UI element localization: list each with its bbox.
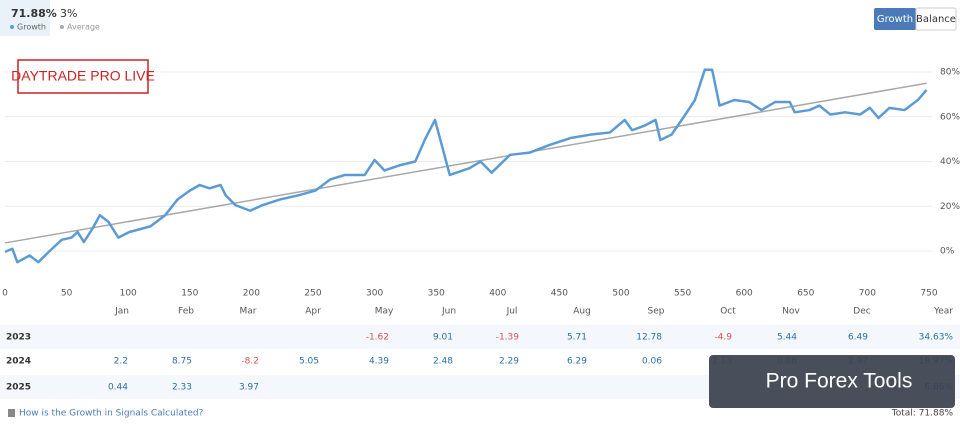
y-tick-label: 40% <box>940 157 960 167</box>
x-tick-label: 300 <box>366 289 383 299</box>
cell: 2.33 <box>172 383 192 393</box>
column-header: Aug <box>573 307 591 317</box>
x-tick-label: 550 <box>674 289 691 299</box>
cell: 0.44 <box>108 383 128 393</box>
help-link[interactable]: How is the Growth in Signals Calculated? <box>19 409 204 419</box>
watermark <box>709 355 955 408</box>
cell: 2.29 <box>499 357 519 367</box>
y-tick-label: 0% <box>940 247 955 257</box>
icon <box>8 409 15 417</box>
cell: -1.62 <box>366 333 389 343</box>
cell: 0.06 <box>642 357 662 367</box>
cell: 34.63% <box>919 333 954 343</box>
growth-value: 71.88% <box>11 7 57 20</box>
cell: 5.44 <box>777 333 797 343</box>
line <box>4 82 927 244</box>
row-year: 2025 <box>6 383 31 393</box>
growth-label: Growth <box>17 23 46 32</box>
badge <box>17 59 149 94</box>
row-bg <box>0 325 960 349</box>
column-header: Jul <box>506 307 518 317</box>
x-tick-label: 0 <box>2 289 8 299</box>
cell: 6.29 <box>567 357 587 367</box>
column-header: Mar <box>240 307 257 317</box>
x-tick-label: 600 <box>736 289 753 299</box>
cell: 2.2 <box>114 357 128 367</box>
column-header: Dec <box>853 307 870 317</box>
x-tick-label: 150 <box>181 289 198 299</box>
cell: 2.48 <box>433 357 453 367</box>
x-tick-label: 750 <box>920 289 937 299</box>
column-header: Apr <box>305 307 321 317</box>
tab-growth[interactable] <box>874 8 916 30</box>
x-tick-label: 50 <box>61 289 73 299</box>
column-header: Jun <box>441 307 456 317</box>
total: Total: 71.88% <box>891 409 954 419</box>
column-header: Year <box>933 307 953 317</box>
row-year: 2024 <box>6 357 31 367</box>
cell: -4.9 <box>714 333 732 343</box>
column-header: Oct <box>720 307 736 317</box>
dot <box>60 25 64 29</box>
row-year: 2023 <box>6 333 31 343</box>
cell: 6.49 <box>848 333 868 343</box>
cell: 9.01 <box>433 333 453 343</box>
column-header: Jan <box>114 307 129 317</box>
column-header: May <box>375 307 394 317</box>
x-tick-label: 100 <box>120 289 137 299</box>
column-header: Sep <box>648 307 665 317</box>
x-tick-label: 350 <box>428 289 445 299</box>
cell: -8.2 <box>241 357 259 367</box>
y-tick-label: 20% <box>940 202 960 212</box>
cell: 5.71 <box>567 333 587 343</box>
y-tick-label: 80% <box>940 68 960 78</box>
cell: 8.75 <box>172 357 192 367</box>
average-label: Average <box>67 23 100 32</box>
watermark-text: Pro Forex Tools <box>766 370 913 393</box>
cell: -1.39 <box>496 333 520 343</box>
x-tick-label: 650 <box>797 289 814 299</box>
x-tick-label: 700 <box>859 289 876 299</box>
x-tick-label: 400 <box>489 289 506 299</box>
average-value: 3% <box>60 7 77 20</box>
tab-label[interactable]: Growth <box>877 14 913 25</box>
x-tick-label: 200 <box>243 289 260 299</box>
x-tick-label: 500 <box>612 289 629 299</box>
badge-text: DAYTRADE PRO LIVE <box>11 68 155 84</box>
y-tick-label: 60% <box>940 112 960 122</box>
cell: 3.97 <box>239 383 259 393</box>
line <box>4 68 928 264</box>
stat-box[interactable] <box>0 0 50 36</box>
tab-label[interactable]: Balance <box>916 14 956 25</box>
dot <box>10 25 14 29</box>
x-tick-label: 250 <box>304 289 321 299</box>
cell: 5.05 <box>299 357 319 367</box>
column-header: Feb <box>178 307 194 317</box>
cell: 4.39 <box>369 357 389 367</box>
column-header: Nov <box>782 307 800 317</box>
tab-balance[interactable] <box>915 7 957 31</box>
x-tick-label: 450 <box>551 289 568 299</box>
cell: 12.78 <box>636 333 662 343</box>
